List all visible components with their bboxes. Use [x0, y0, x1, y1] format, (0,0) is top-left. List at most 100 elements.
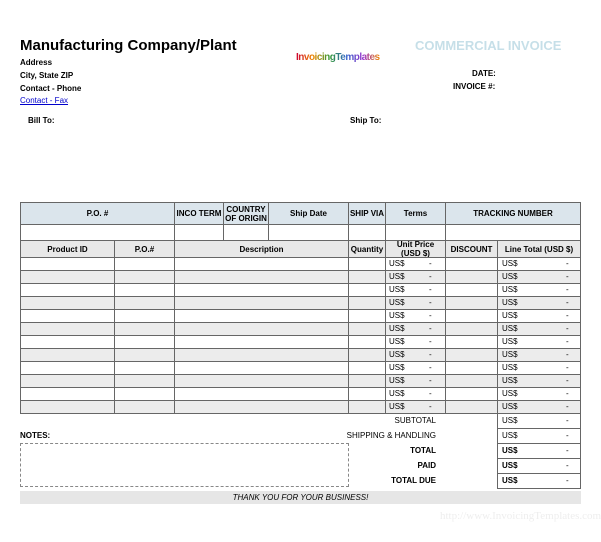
- line-total-amount: -: [566, 311, 569, 320]
- item-cell: [445, 309, 498, 323]
- item-cell: [174, 296, 349, 310]
- unit-price-currency: US$: [389, 376, 405, 385]
- item-cell: [114, 257, 175, 271]
- item-cell: [20, 348, 115, 362]
- unit-price-currency: US$: [389, 285, 405, 294]
- item-cell: [20, 296, 115, 310]
- unit-price-currency: US$: [389, 298, 405, 307]
- order-value-cell: [174, 224, 224, 241]
- item-cell: [114, 270, 175, 284]
- line-total-currency: US$: [502, 272, 518, 281]
- item-cell: [114, 335, 175, 349]
- item-cell: [174, 361, 349, 375]
- item-cell: [114, 361, 175, 375]
- line-total-currency: US$: [502, 324, 518, 333]
- item-header-cell: Unit Price (USD $): [385, 240, 446, 258]
- unit-price-amount: -: [429, 272, 432, 281]
- order-value-cell: [348, 224, 386, 241]
- item-cell: [20, 387, 115, 401]
- line-total-amount: -: [566, 363, 569, 372]
- total-currency: US$: [502, 416, 518, 425]
- item-cell: [445, 348, 498, 362]
- item-cell: [174, 322, 349, 336]
- item-cell: [348, 374, 386, 388]
- line-total-currency: US$: [502, 402, 518, 411]
- item-cell: [348, 270, 386, 284]
- item-cell: [348, 387, 386, 401]
- unit-price-currency: US$: [389, 389, 405, 398]
- unit-price-amount: -: [429, 363, 432, 372]
- line-total-amount: -: [566, 337, 569, 346]
- line-total-currency: US$: [502, 337, 518, 346]
- notes-box: [20, 443, 349, 487]
- order-value-cell: [445, 224, 581, 241]
- line-total-amount: -: [566, 259, 569, 268]
- item-cell: [20, 270, 115, 284]
- item-header-cell: Line Total (USD $): [497, 240, 581, 258]
- watermark: http://www.InvoicingTemplates.com: [440, 510, 601, 522]
- order-value-cell: [268, 224, 349, 241]
- order-value-cell: [385, 224, 446, 241]
- company-name: Manufacturing Company/Plant: [20, 37, 237, 54]
- item-cell: [174, 309, 349, 323]
- document-title: COMMERCIAL INVOICE: [415, 38, 562, 53]
- total-amount: -: [566, 431, 569, 440]
- address: Address: [20, 58, 53, 67]
- item-cell: [114, 400, 175, 414]
- item-cell: [445, 296, 498, 310]
- unit-price-amount: -: [429, 376, 432, 385]
- order-header-cell: SHIP VIA: [348, 202, 386, 225]
- order-header-cell: Ship Date: [268, 202, 349, 225]
- item-cell: [445, 322, 498, 336]
- total-currency: US$: [502, 431, 518, 440]
- date-label: DATE:: [472, 69, 496, 78]
- item-cell: [174, 348, 349, 362]
- line-total-currency: US$: [502, 285, 518, 294]
- item-cell: [20, 335, 115, 349]
- order-value-cell: [223, 224, 269, 241]
- line-total-currency: US$: [502, 259, 518, 268]
- total-label: PAID: [417, 461, 436, 470]
- line-total-amount: -: [566, 402, 569, 411]
- item-cell: [348, 296, 386, 310]
- total-amount: -: [566, 446, 569, 455]
- line-total-amount: -: [566, 376, 569, 385]
- line-total-currency: US$: [502, 376, 518, 385]
- line-total-currency: US$: [502, 350, 518, 359]
- unit-price-amount: -: [429, 298, 432, 307]
- total-cell: [497, 473, 581, 489]
- unit-price-currency: US$: [389, 402, 405, 411]
- line-total-currency: US$: [502, 363, 518, 372]
- item-cell: [20, 322, 115, 336]
- item-cell: [174, 270, 349, 284]
- item-cell: [348, 400, 386, 414]
- item-cell: [20, 361, 115, 375]
- total-label: TOTAL DUE: [391, 476, 436, 485]
- item-cell: [20, 257, 115, 271]
- item-cell: [348, 283, 386, 297]
- item-cell: [174, 387, 349, 401]
- line-total-amount: -: [566, 298, 569, 307]
- item-cell: [174, 400, 349, 414]
- total-currency: US$: [502, 461, 518, 470]
- line-total-amount: -: [566, 285, 569, 294]
- item-cell: [20, 400, 115, 414]
- total-label: SHIPPING & HANDLING: [346, 431, 436, 440]
- item-header-cell: Description: [174, 240, 349, 258]
- bill-to-label: Bill To:: [28, 116, 55, 125]
- item-cell: [114, 387, 175, 401]
- item-cell: [445, 270, 498, 284]
- invoice-number-label: INVOICE #:: [453, 82, 496, 91]
- logo: InvoicingTemplates: [296, 52, 380, 63]
- item-header-cell: Product ID: [20, 240, 115, 258]
- total-currency: US$: [502, 476, 518, 485]
- item-cell: [348, 348, 386, 362]
- fax-link[interactable]: Contact - Fax: [20, 96, 69, 105]
- order-value-cell: [20, 224, 175, 241]
- item-cell: [174, 283, 349, 297]
- total-label: TOTAL: [410, 446, 436, 455]
- phone: Contact - Phone: [20, 84, 82, 93]
- unit-price-currency: US$: [389, 350, 405, 359]
- unit-price-amount: -: [429, 324, 432, 333]
- item-cell: [174, 374, 349, 388]
